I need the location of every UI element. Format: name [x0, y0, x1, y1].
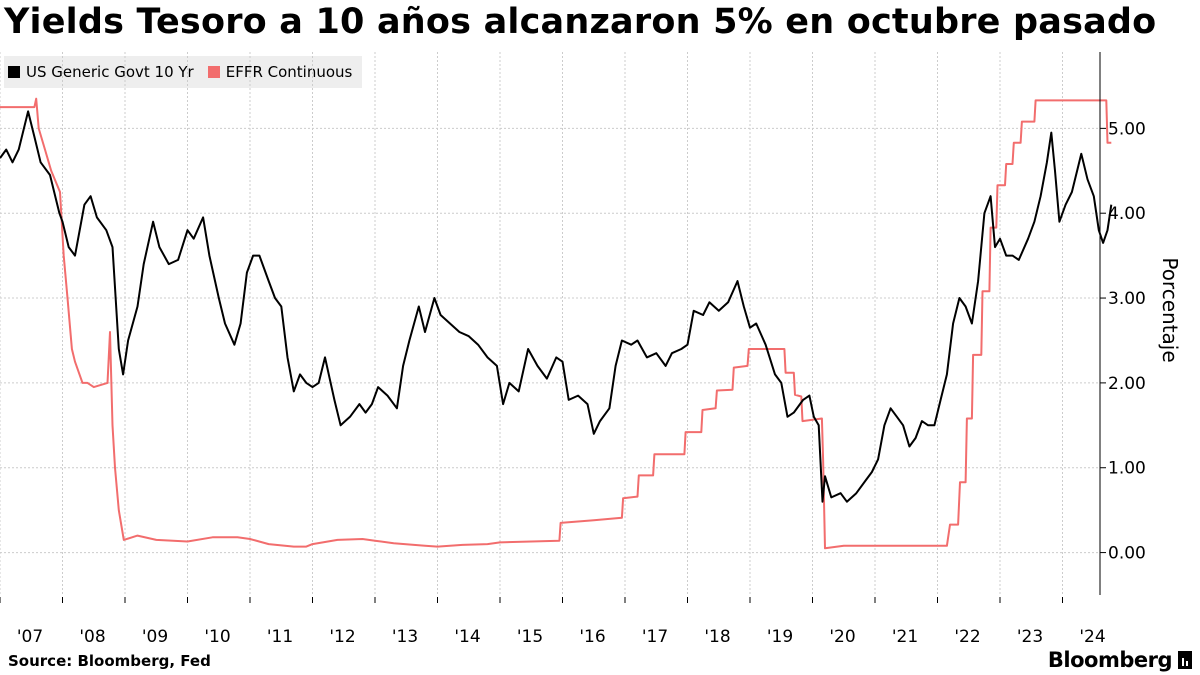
- bloomberg-terminal-icon: [1178, 651, 1192, 669]
- source-note: Source: Bloomberg, Fed: [8, 652, 211, 670]
- series-line-us-10yr: [0, 110, 1113, 503]
- y-tick-label: 5.00: [1108, 119, 1146, 139]
- x-tick-label: '14: [454, 627, 480, 647]
- x-tick-label: '09: [142, 627, 168, 647]
- x-tick-label: '10: [204, 627, 230, 647]
- brand-logo: Bloomberg: [1048, 648, 1192, 672]
- x-tick-label: '21: [892, 627, 918, 647]
- axes: 0.00 1.00 2.00 3.00 4.00 5.00 '07 '08 '09 '10 '11 '…: [0, 52, 1146, 647]
- x-tick-label: '20: [829, 627, 855, 647]
- legend-label-effr: EFFR Continuous: [225, 63, 353, 81]
- y-tick-label: 1.00: [1108, 459, 1146, 479]
- legend-item-effr: EFFR Continuous: [207, 63, 353, 81]
- x-tick-label: '08: [79, 627, 105, 647]
- x-tick-label: '11: [267, 627, 293, 647]
- legend-item-yield: US Generic Govt 10 Yr: [8, 63, 194, 81]
- x-tick-label: '13: [392, 627, 418, 647]
- grid-lines: [0, 52, 1100, 595]
- y-tick-label: 3.00: [1108, 289, 1146, 309]
- x-tick-label: '16: [579, 627, 605, 647]
- chart-title: Yields Tesoro a 10 años alcanzaron 5% en…: [4, 2, 1157, 42]
- legend-swatch-yield: [8, 66, 20, 78]
- legend-swatch-effr: [207, 66, 220, 78]
- legend-label-yield: US Generic Govt 10 Yr: [26, 63, 194, 81]
- x-tick-label: '17: [642, 627, 668, 647]
- y-axis-label: Porcentaje: [1158, 257, 1182, 363]
- x-tick-label: '22: [954, 627, 980, 647]
- chart-legend: US Generic Govt 10 Yr EFFR Continuous: [4, 56, 363, 88]
- x-tick-label: '15: [517, 627, 543, 647]
- x-tick-label: '23: [1017, 627, 1043, 647]
- y-tick-label: 0.00: [1108, 544, 1146, 564]
- x-tick-label: '18: [704, 627, 730, 647]
- x-tick-label: '12: [329, 627, 355, 647]
- series-line-effr: [0, 97, 1112, 550]
- x-tick-label: '24: [1079, 627, 1105, 647]
- series-lines: [0, 97, 1113, 550]
- x-tick-label: '19: [767, 627, 793, 647]
- y-tick-label: 4.00: [1108, 204, 1146, 224]
- brand-name: Bloomberg: [1047, 648, 1173, 672]
- y-tick-label: 2.00: [1108, 374, 1146, 394]
- x-tick-label: '07: [17, 627, 43, 647]
